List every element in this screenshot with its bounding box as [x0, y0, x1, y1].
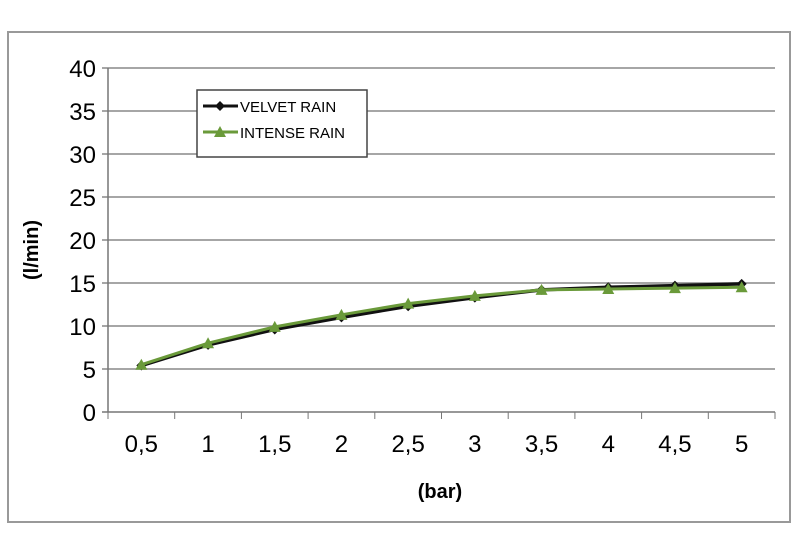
legend: VELVET RAIN INTENSE RAIN: [196, 89, 368, 158]
y-tick-label: 30: [69, 142, 96, 169]
series-line-1: [140, 285, 742, 367]
x-tick-label: 1: [201, 431, 214, 458]
legend-box: [196, 89, 368, 158]
x-tick-label: 4,5: [658, 431, 691, 458]
y-tick-label: 5: [83, 357, 96, 384]
x-axis-label: (bar): [418, 481, 462, 503]
y-tick-label: 0: [83, 400, 96, 427]
x-tick-label: 2,5: [391, 431, 424, 458]
legend-label: INTENSE RAIN: [240, 125, 345, 142]
data-point: [135, 358, 148, 370]
x-tick-label: 3,5: [525, 431, 558, 458]
y-tick-label: 35: [69, 99, 96, 126]
data-point: [335, 308, 348, 320]
data-point: [735, 281, 748, 293]
data-point: [668, 282, 681, 294]
y-tick-label: 15: [69, 271, 96, 298]
data-point: [468, 289, 481, 301]
data-point: [214, 126, 226, 137]
y-axis-label: (l/min): [21, 220, 43, 280]
x-tick-label: 1,5: [258, 431, 291, 458]
data-point: [215, 101, 225, 111]
legend-label: VELVET RAIN: [240, 99, 336, 116]
x-tick-label: 2: [335, 431, 348, 458]
y-tick-label: 25: [69, 185, 96, 212]
y-tick-label: 20: [69, 228, 96, 255]
series-line-0: [140, 282, 742, 368]
x-tick-label: 0,5: [125, 431, 158, 458]
data-point: [402, 297, 415, 309]
y-tick-label: 40: [69, 56, 96, 83]
x-tick-label: 5: [735, 431, 748, 458]
data-point: [202, 337, 215, 349]
x-tick-label: 4: [602, 431, 615, 458]
data-point: [535, 283, 548, 295]
x-tick-label: 3: [468, 431, 481, 458]
chart-frame: [7, 31, 791, 523]
y-tick-label: 10: [69, 314, 96, 341]
data-point: [268, 320, 281, 332]
data-point: [602, 283, 615, 295]
